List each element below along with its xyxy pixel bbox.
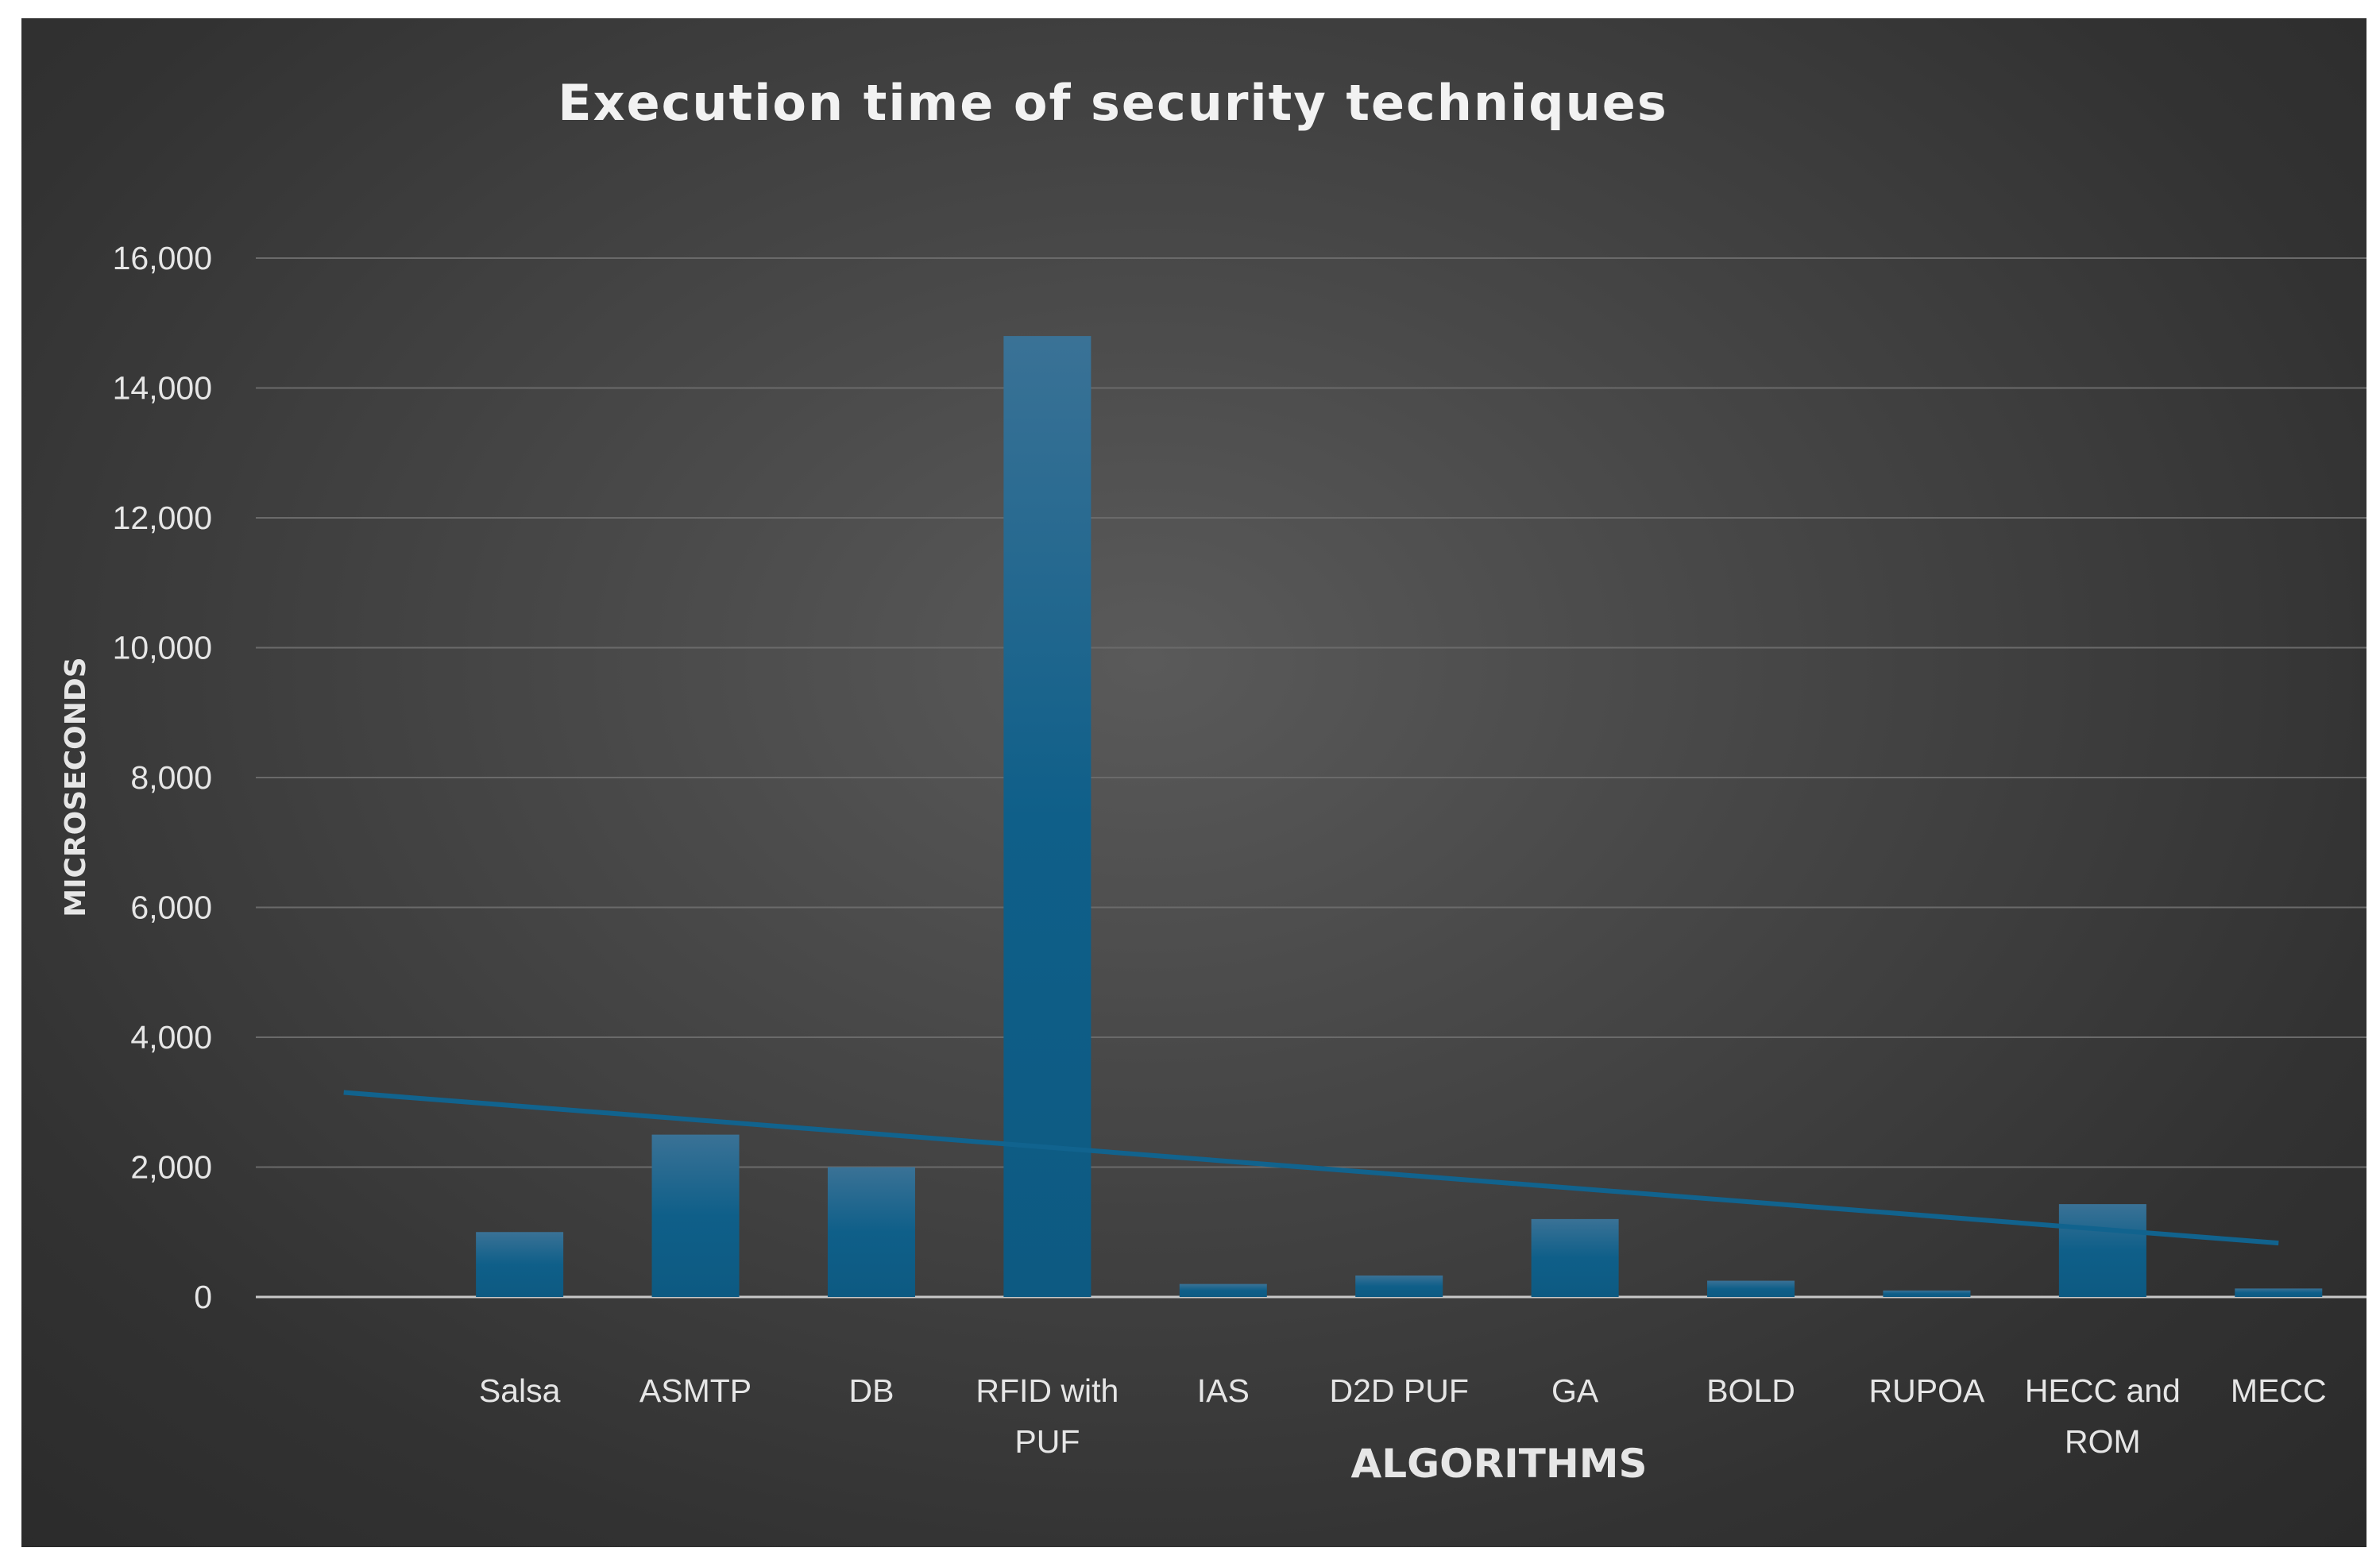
- x-tick-line: ROM: [2065, 1423, 2141, 1460]
- x-tick-label: RFID with PUF: [976, 1372, 1119, 1460]
- y-tick-label: 10,000: [113, 630, 212, 666]
- x-tick-label: D2D PUF: [1329, 1372, 1468, 1409]
- y-tick-label: 2,000: [130, 1149, 212, 1186]
- chart-title: Execution time of security techniques: [558, 74, 1668, 132]
- y-tick-label: 6,000: [130, 890, 212, 926]
- x-axis-title: ALGORITHMS: [1351, 1441, 1648, 1487]
- chart-svg: Execution time of security techniques 0 2…: [60, 74, 2366, 1487]
- x-tick-line: RFID with: [976, 1372, 1119, 1409]
- x-tick-line: ASMTP: [639, 1372, 751, 1409]
- x-tick-line: MECC: [2231, 1372, 2327, 1409]
- bar: [1003, 336, 1091, 1298]
- trendline: [343, 1090, 2279, 1246]
- bar: [476, 1232, 564, 1297]
- x-tick-label: IAS: [1197, 1372, 1250, 1409]
- bar: [651, 1134, 740, 1297]
- x-tick-label: Salsa: [479, 1372, 561, 1409]
- bar: [1179, 1283, 1267, 1297]
- x-tick-line: DB: [848, 1372, 894, 1409]
- x-axis-ticks: Salsa ASMTP DB RFID with PUF IAS D2D PUF GA BOLD…: [479, 1372, 2327, 1460]
- y-tick-label: 8,000: [130, 759, 212, 796]
- x-tick-line: IAS: [1197, 1372, 1250, 1409]
- x-tick-line: HECC and: [2025, 1372, 2181, 1409]
- y-axis-ticks: 0 2,000 4,000 6,000 8,000 10,000 12,000 14,000 1…: [113, 240, 212, 1315]
- x-tick-label: HECC and ROM: [2025, 1372, 2181, 1460]
- x-tick-label: MECC: [2231, 1372, 2327, 1409]
- x-tick-label: BOLD: [1706, 1372, 1795, 1409]
- x-tick-label: ASMTP: [639, 1372, 751, 1409]
- chart-area: Execution time of security techniques 0 2…: [21, 18, 2366, 1547]
- bar: [1355, 1276, 1443, 1297]
- y-tick-label: 14,000: [113, 370, 212, 407]
- y-axis-title: MICROSECONDS: [60, 657, 92, 917]
- x-tick-label: GA: [1551, 1372, 1599, 1409]
- x-tick-label: DB: [848, 1372, 894, 1409]
- y-tick-label: 12,000: [113, 500, 212, 536]
- trendline-group: [343, 1090, 2279, 1246]
- bar: [2235, 1288, 2323, 1297]
- x-tick-label: RUPOA: [1869, 1372, 1985, 1409]
- gridlines: [256, 257, 2366, 1299]
- y-tick-label: 4,000: [130, 1019, 212, 1056]
- x-tick-line: D2D PUF: [1329, 1372, 1468, 1409]
- x-tick-line: BOLD: [1706, 1372, 1795, 1409]
- bar: [827, 1167, 915, 1297]
- x-tick-line: RUPOA: [1869, 1372, 1985, 1409]
- bar: [1883, 1290, 1971, 1297]
- bars: [476, 336, 2323, 1298]
- bar: [2058, 1204, 2146, 1297]
- x-tick-line: GA: [1551, 1372, 1599, 1409]
- y-tick-label: 16,000: [113, 240, 212, 276]
- x-tick-line: Salsa: [479, 1372, 561, 1409]
- bar: [1707, 1280, 1795, 1297]
- x-tick-line: PUF: [1014, 1423, 1080, 1460]
- bar: [1531, 1218, 1619, 1297]
- y-tick-label: 0: [194, 1279, 212, 1315]
